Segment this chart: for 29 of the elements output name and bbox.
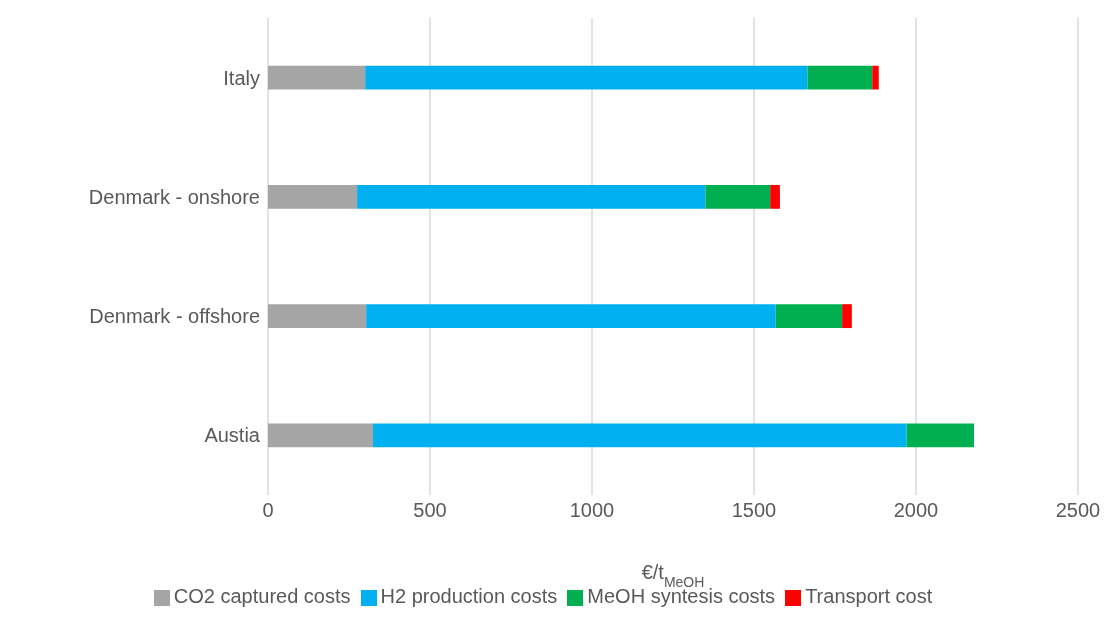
legend-label: CO2 captured costs xyxy=(173,585,351,607)
bar xyxy=(357,184,706,209)
bar xyxy=(872,65,879,90)
bar xyxy=(268,65,366,90)
x-tick-label: 1500 xyxy=(731,499,777,522)
bar xyxy=(268,184,358,209)
x-tick-label: 2000 xyxy=(893,499,939,522)
bar xyxy=(268,304,367,329)
x-tick-label: 0 xyxy=(262,499,274,522)
legend-label: H2 production costs xyxy=(380,585,558,607)
bar xyxy=(770,184,780,209)
legend-label: Transport cost xyxy=(805,585,933,607)
x-tick-label: 1000 xyxy=(569,499,615,522)
y-tick-label: Italy xyxy=(223,66,260,89)
x-tick-label: 2500 xyxy=(1055,499,1101,522)
bar xyxy=(372,423,907,448)
x-tick-label: 500 xyxy=(413,499,447,522)
bar xyxy=(705,184,771,209)
bar xyxy=(268,423,373,448)
y-tick-label: Denmark - onshore xyxy=(88,185,260,208)
bar xyxy=(775,304,843,329)
bar xyxy=(807,65,873,90)
y-tick-label: Austia xyxy=(204,424,261,447)
bar xyxy=(842,304,852,329)
bar xyxy=(365,65,808,90)
x-axis-title: €/t$_{MeOH}$ xyxy=(641,561,705,590)
bar xyxy=(906,423,974,448)
y-tick-label: Denmark - offshore xyxy=(89,305,260,328)
bar xyxy=(366,304,776,329)
